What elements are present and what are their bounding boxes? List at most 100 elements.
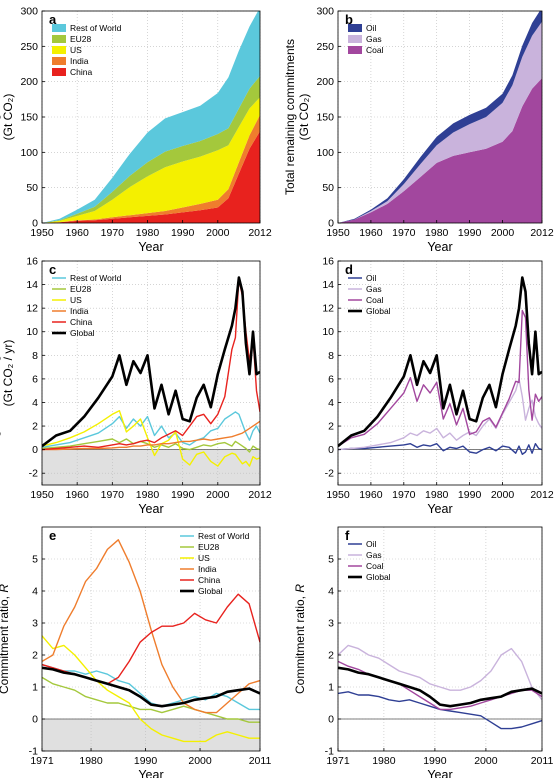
legend-label-coal: Coal [366,45,384,55]
x-tick-label: 1980 [425,227,449,239]
y-tick-label: -1 [325,746,334,758]
line-series-india [42,539,260,714]
legend-label-us: US [70,295,82,305]
legend-label-india: India [198,564,217,574]
x-tick-label: 1950 [30,227,54,239]
legend-label-eu28: EU28 [198,542,220,552]
plot-area-d [338,276,542,455]
x-axis-label: Year [427,502,452,516]
x-tick-label: 1980 [136,227,160,239]
plot-area-f [338,644,542,730]
y-tick-label: 0 [328,444,334,456]
y-axis-label: Commitment ratio, R [293,584,307,694]
line-series-coal [338,309,542,447]
x-tick-label: 1980 [79,755,103,767]
line-series-global [338,276,542,448]
plot-area-e [42,539,260,743]
line-series-us [42,410,260,467]
plot-frame [41,260,261,486]
y-tick-label: 16 [322,256,334,268]
y-tick-label: 0 [32,714,38,726]
y-axis-label: Commitment ratio, R [0,584,11,694]
y-tick-label: 0 [32,444,38,456]
plot-frame [337,260,543,486]
y-tick-label: 0 [328,714,334,726]
y-tick-label: 0 [328,218,334,230]
x-tick-label: 1990 [423,755,447,767]
line-series-global [338,666,542,708]
legend-label-gas: Gas [366,550,382,560]
panel-label: d [345,262,353,277]
line-series-gas [338,644,542,701]
area-series-eu28 [42,76,260,223]
legend-label-global: Global [198,586,223,596]
line-series-eu28 [42,676,260,723]
y-tick-label: 150 [316,112,334,124]
plot-area-c [42,276,260,467]
x-tick-label: 2012 [530,489,554,501]
line-series-eu28 [42,438,260,453]
x-tick-label: 1970 [101,227,125,239]
y-tick-label: -2 [29,468,38,480]
y-axis-label-units: (Gt CO₂) [297,94,311,141]
line-series-us [42,635,260,743]
y-tick-label: 12 [26,303,38,315]
x-tick-label: 2000 [491,489,515,501]
x-tick-label: 1971 [326,755,350,767]
legend-label-coal: Coal [366,561,384,571]
legend-label-global: Global [366,306,391,316]
legend-label-india: India [70,306,89,316]
area-series-us [42,97,260,223]
x-tick-label: 1960 [359,489,383,501]
y-tick-label: 100 [20,147,38,159]
plot-area-a [42,11,260,223]
legend-swatch-coal [348,46,362,54]
y-tick-label: 200 [316,76,334,88]
plot-frame [41,526,261,752]
panel-f: -1 0 1 2 3 4 5 1971 1980 1990 2000 2011 Year Commitme… [293,526,553,778]
y-tick-label: 50 [322,182,334,194]
x-tick-label: 1950 [326,489,350,501]
y-axis-label-units: (Gt CO₂ / yr) [1,340,15,407]
y-axis-label: Total remaining commitments [283,39,297,195]
panel-label: c [49,262,56,277]
x-tick-label: 1950 [30,489,54,501]
x-tick-label: 2012 [248,489,272,501]
x-axis-label: Year [138,240,163,254]
x-tick-label: 1970 [392,227,416,239]
x-tick-label: 1950 [326,227,350,239]
x-tick-label: 1990 [171,489,195,501]
line-series-rest_of_world [42,411,260,448]
legend-label-gas: Gas [366,284,382,294]
y-axis-label: Change in remaining commitments [0,280,1,465]
line-series-india [42,420,260,451]
area-series-gas [338,21,542,223]
area-series-coal [338,78,542,223]
y-tick-label: 1 [32,682,38,694]
legend-label-china: China [70,317,92,327]
legend-label-rest_of_world: Rest of World [70,273,122,283]
legend-label-global: Global [366,572,391,582]
legend-swatch-india [52,57,66,65]
x-tick-label: 1990 [134,755,158,767]
x-tick-label: 1971 [30,755,54,767]
x-tick-label: 1970 [101,489,125,501]
y-tick-label: 16 [26,256,38,268]
y-tick-label: -1 [29,746,38,758]
plot-area-b [338,11,542,223]
y-tick-label: 5 [32,554,38,566]
legend-label-rest_of_world: Rest of World [70,23,122,33]
y-tick-label: 4 [328,397,334,409]
panel-e: -1 0 1 2 3 4 5 1971 1980 1990 2000 2011 Year Commitme… [0,526,272,778]
panel-b: 0 50 100 150 200 250 300 1950 1960 1970 1980 1990 20… [283,6,554,255]
x-tick-label: 1960 [65,227,89,239]
legend-label-rest_of_world: Rest of World [198,531,250,541]
x-tick-label: 2011 [249,755,272,767]
y-tick-label: 6 [328,373,334,385]
y-tick-label: 2 [32,421,38,433]
y-tick-label: 10 [322,326,334,338]
x-tick-label: 2012 [248,227,272,239]
